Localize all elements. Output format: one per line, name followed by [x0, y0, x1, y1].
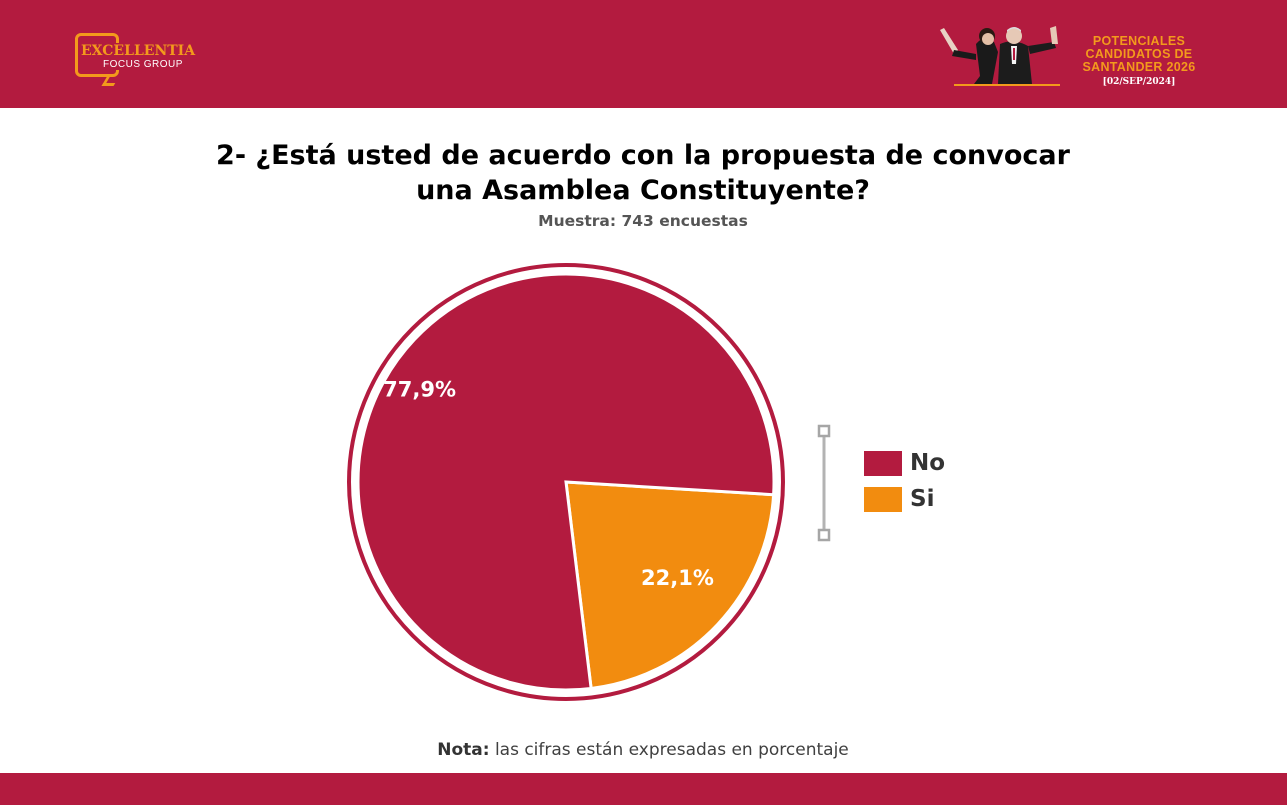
brand-title-line-1: POTENCIALES — [1092, 34, 1186, 48]
logo-subtitle: FOCUS GROUP — [102, 59, 184, 70]
brand-title: POTENCIALES CANDIDATOS DE SANTANDER 2026 — [1058, 35, 1220, 74]
footnote: Nota: las cifras están expresadas en por… — [343, 740, 943, 760]
chart-title: 2- ¿Está usted de acuerdo con la propues… — [143, 138, 1143, 208]
legend-item-no: No — [864, 450, 945, 476]
candidates-photo — [940, 26, 1060, 86]
pie-label-no: 77,9% — [383, 378, 456, 402]
legend-label-si: Si — [910, 486, 935, 512]
brand-title-line-2: CANDIDATOS DE — [1085, 47, 1193, 61]
brand-date: [02/SEP/2024] — [1102, 77, 1176, 87]
footnote-text: las cifras están expresadas en porcentaj… — [494, 740, 849, 760]
pie-outer-ring — [347, 263, 785, 701]
chart-subtitle: Muestra: 743 encuestas — [538, 212, 748, 230]
pie-slice-no — [356, 272, 776, 692]
pie-slice-si — [564, 480, 776, 691]
chart-title-line-2: una Asamblea Constituyente? — [416, 175, 870, 206]
chart-title-line-1: 2- ¿Está usted de acuerdo con la propues… — [216, 140, 1070, 171]
header-bar — [0, 0, 1287, 108]
legend-item-si: Si — [864, 486, 934, 512]
legend-label-no: No — [910, 450, 946, 476]
pie-label-si: 22,1% — [641, 566, 714, 590]
excellentia-logo: EXCELLENTIA FOCUS GROUP — [75, 33, 197, 86]
brand-title-line-3: SANTANDER 2026 — [1082, 60, 1196, 74]
logo-name: EXCELLENTIA — [80, 43, 197, 59]
footer-bar — [0, 773, 1287, 805]
footnote-label: Nota: — [437, 740, 490, 760]
legend-range-bracket — [817, 424, 831, 542]
legend-swatch-si — [864, 486, 902, 512]
legend-swatch-no — [864, 450, 902, 476]
